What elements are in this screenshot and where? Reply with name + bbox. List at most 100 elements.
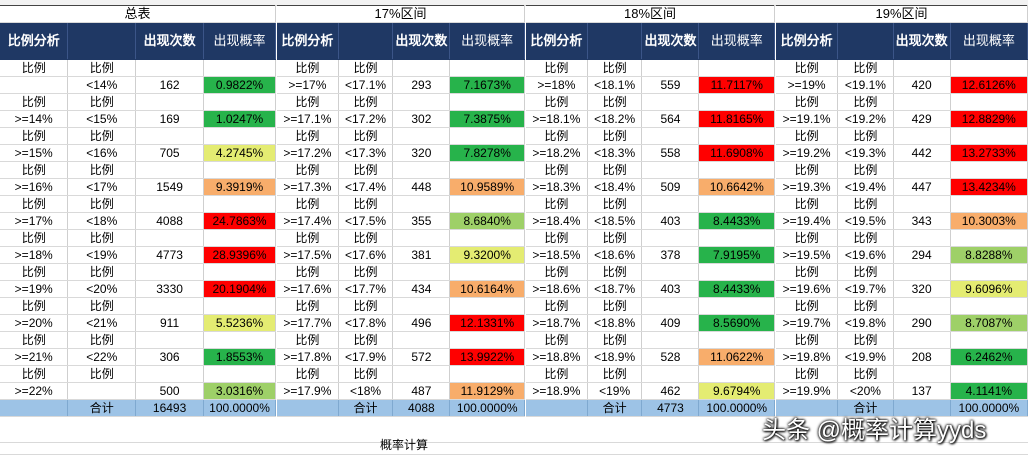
empty-cell[interactable] [698, 365, 775, 383]
count-cell[interactable]: 434 [392, 280, 451, 298]
range-upper-cell[interactable]: <19% [587, 382, 643, 400]
count-cell[interactable]: 381 [392, 246, 451, 264]
range-lower-cell[interactable]: >=19% [0, 280, 69, 298]
empty-cell[interactable] [698, 127, 775, 145]
probability-cell[interactable]: 1.0247% [203, 110, 276, 128]
range-lower-cell[interactable]: >=18.5% [526, 246, 588, 264]
range-lower-cell[interactable]: >=17.5% [277, 246, 339, 264]
probability-cell[interactable]: 28.9396% [203, 246, 276, 264]
range-lower-cell[interactable]: >=18.6% [526, 280, 588, 298]
sub-label-cell[interactable]: 比例 [776, 365, 839, 383]
total-count-cell[interactable] [893, 399, 951, 417]
empty-cell[interactable] [135, 93, 205, 111]
total-label[interactable]: 合计 [837, 399, 894, 417]
probability-cell[interactable]: 8.4433% [698, 212, 775, 230]
range-lower-cell[interactable]: >=19% [776, 76, 839, 94]
probability-cell[interactable]: 8.5690% [698, 314, 775, 332]
empty-cell[interactable] [893, 229, 951, 247]
count-cell[interactable]: 442 [893, 144, 951, 162]
empty-cell[interactable] [698, 93, 775, 111]
count-cell[interactable]: 294 [893, 246, 951, 264]
range-upper-cell[interactable]: <20% [67, 280, 137, 298]
empty-cell[interactable] [950, 229, 1028, 247]
range-upper-cell[interactable]: <18.3% [587, 144, 643, 162]
sub-label-cell[interactable]: 比例 [587, 365, 643, 383]
probability-cell[interactable]: 7.1673% [449, 76, 525, 94]
probability-cell[interactable]: 7.8278% [449, 144, 525, 162]
sub-label-cell[interactable]: 比例 [776, 297, 839, 315]
range-upper-cell[interactable]: <19.4% [837, 178, 894, 196]
sub-label-cell[interactable]: 比例 [67, 331, 137, 349]
count-cell[interactable]: 409 [641, 314, 700, 332]
range-upper-cell[interactable] [67, 382, 137, 400]
range-upper-cell[interactable]: <21% [67, 314, 137, 332]
empty-cell[interactable] [950, 365, 1028, 383]
range-upper-cell[interactable]: <19.3% [837, 144, 894, 162]
sub-label-cell[interactable]: 比例 [0, 229, 69, 247]
probability-cell[interactable]: 13.9922% [449, 348, 525, 366]
empty-cell[interactable] [449, 161, 525, 179]
sub-label-cell[interactable]: 比例 [837, 365, 894, 383]
sub-label-cell[interactable]: 比例 [776, 195, 839, 213]
empty-cell[interactable] [698, 297, 775, 315]
count-cell[interactable]: 558 [641, 144, 700, 162]
count-cell[interactable]: 1549 [135, 178, 205, 196]
range-upper-cell[interactable]: <22% [67, 348, 137, 366]
range-upper-cell[interactable]: <19.2% [837, 110, 894, 128]
sub-label-cell[interactable]: 比例 [526, 229, 588, 247]
sub-label-cell[interactable]: 比例 [837, 161, 894, 179]
range-upper-cell[interactable]: <19.9% [837, 348, 894, 366]
sub-label-cell[interactable]: 比例 [338, 331, 394, 349]
sub-label-cell[interactable]: 比例 [587, 297, 643, 315]
sub-label-cell[interactable]: 比例 [338, 263, 394, 281]
sub-label-cell[interactable]: 比例 [67, 127, 137, 145]
count-cell[interactable]: 448 [392, 178, 451, 196]
count-cell[interactable]: 528 [641, 348, 700, 366]
sub-label-cell[interactable]: 比例 [0, 195, 69, 213]
sub-label-cell[interactable]: 比例 [587, 59, 643, 77]
sub-label-cell[interactable]: 比例 [776, 263, 839, 281]
range-upper-cell[interactable]: <17.2% [338, 110, 394, 128]
count-cell[interactable]: 137 [893, 382, 951, 400]
sub-label-cell[interactable]: 比例 [0, 365, 69, 383]
count-cell[interactable]: 462 [641, 382, 700, 400]
empty-cell[interactable] [392, 263, 451, 281]
probability-cell[interactable]: 1.8553% [203, 348, 276, 366]
range-lower-cell[interactable]: >=19.4% [776, 212, 839, 230]
empty-cell[interactable] [641, 59, 700, 77]
empty-cell[interactable] [392, 297, 451, 315]
sub-label-cell[interactable]: 比例 [67, 59, 137, 77]
probability-cell[interactable]: 8.7087% [949, 314, 1028, 332]
empty-cell[interactable] [203, 195, 276, 213]
probability-cell[interactable]: 10.9589% [449, 178, 525, 196]
probability-cell[interactable]: 11.8165% [698, 110, 775, 128]
empty-cell[interactable] [893, 297, 951, 315]
range-upper-cell[interactable]: <18% [338, 382, 394, 400]
range-lower-cell[interactable] [0, 76, 69, 94]
probability-cell[interactable]: 10.6164% [449, 280, 525, 298]
empty-cell[interactable] [641, 263, 700, 281]
range-lower-cell[interactable]: >=19.3% [776, 178, 839, 196]
probability-cell[interactable]: 11.0622% [698, 348, 775, 366]
sub-label-cell[interactable]: 比例 [776, 127, 839, 145]
sheet-tab-name[interactable]: 概率计算 [380, 438, 429, 452]
empty-cell[interactable] [641, 195, 700, 213]
sub-label-cell[interactable]: 比例 [837, 127, 894, 145]
empty-cell[interactable] [135, 263, 205, 281]
sub-label-cell[interactable]: 比例 [338, 297, 394, 315]
sub-label-cell[interactable]: 比例 [338, 93, 394, 111]
range-lower-cell[interactable]: >=19.1% [776, 110, 839, 128]
empty-cell[interactable] [392, 161, 451, 179]
probability-cell[interactable]: 10.6642% [698, 178, 775, 196]
probability-cell[interactable]: 11.9129% [449, 382, 525, 400]
sub-label-cell[interactable]: 比例 [776, 229, 839, 247]
total-probability-cell[interactable]: 100.0000% [203, 399, 276, 417]
range-upper-cell[interactable]: <19% [67, 246, 137, 264]
empty-cell[interactable] [698, 195, 775, 213]
range-lower-cell[interactable]: >=19.6% [776, 280, 839, 298]
total-count-cell[interactable]: 16493 [135, 399, 205, 417]
empty-cell[interactable] [392, 93, 451, 111]
count-cell[interactable]: 293 [392, 76, 451, 94]
total-label[interactable]: 合计 [67, 399, 137, 417]
empty-cell[interactable] [449, 127, 525, 145]
